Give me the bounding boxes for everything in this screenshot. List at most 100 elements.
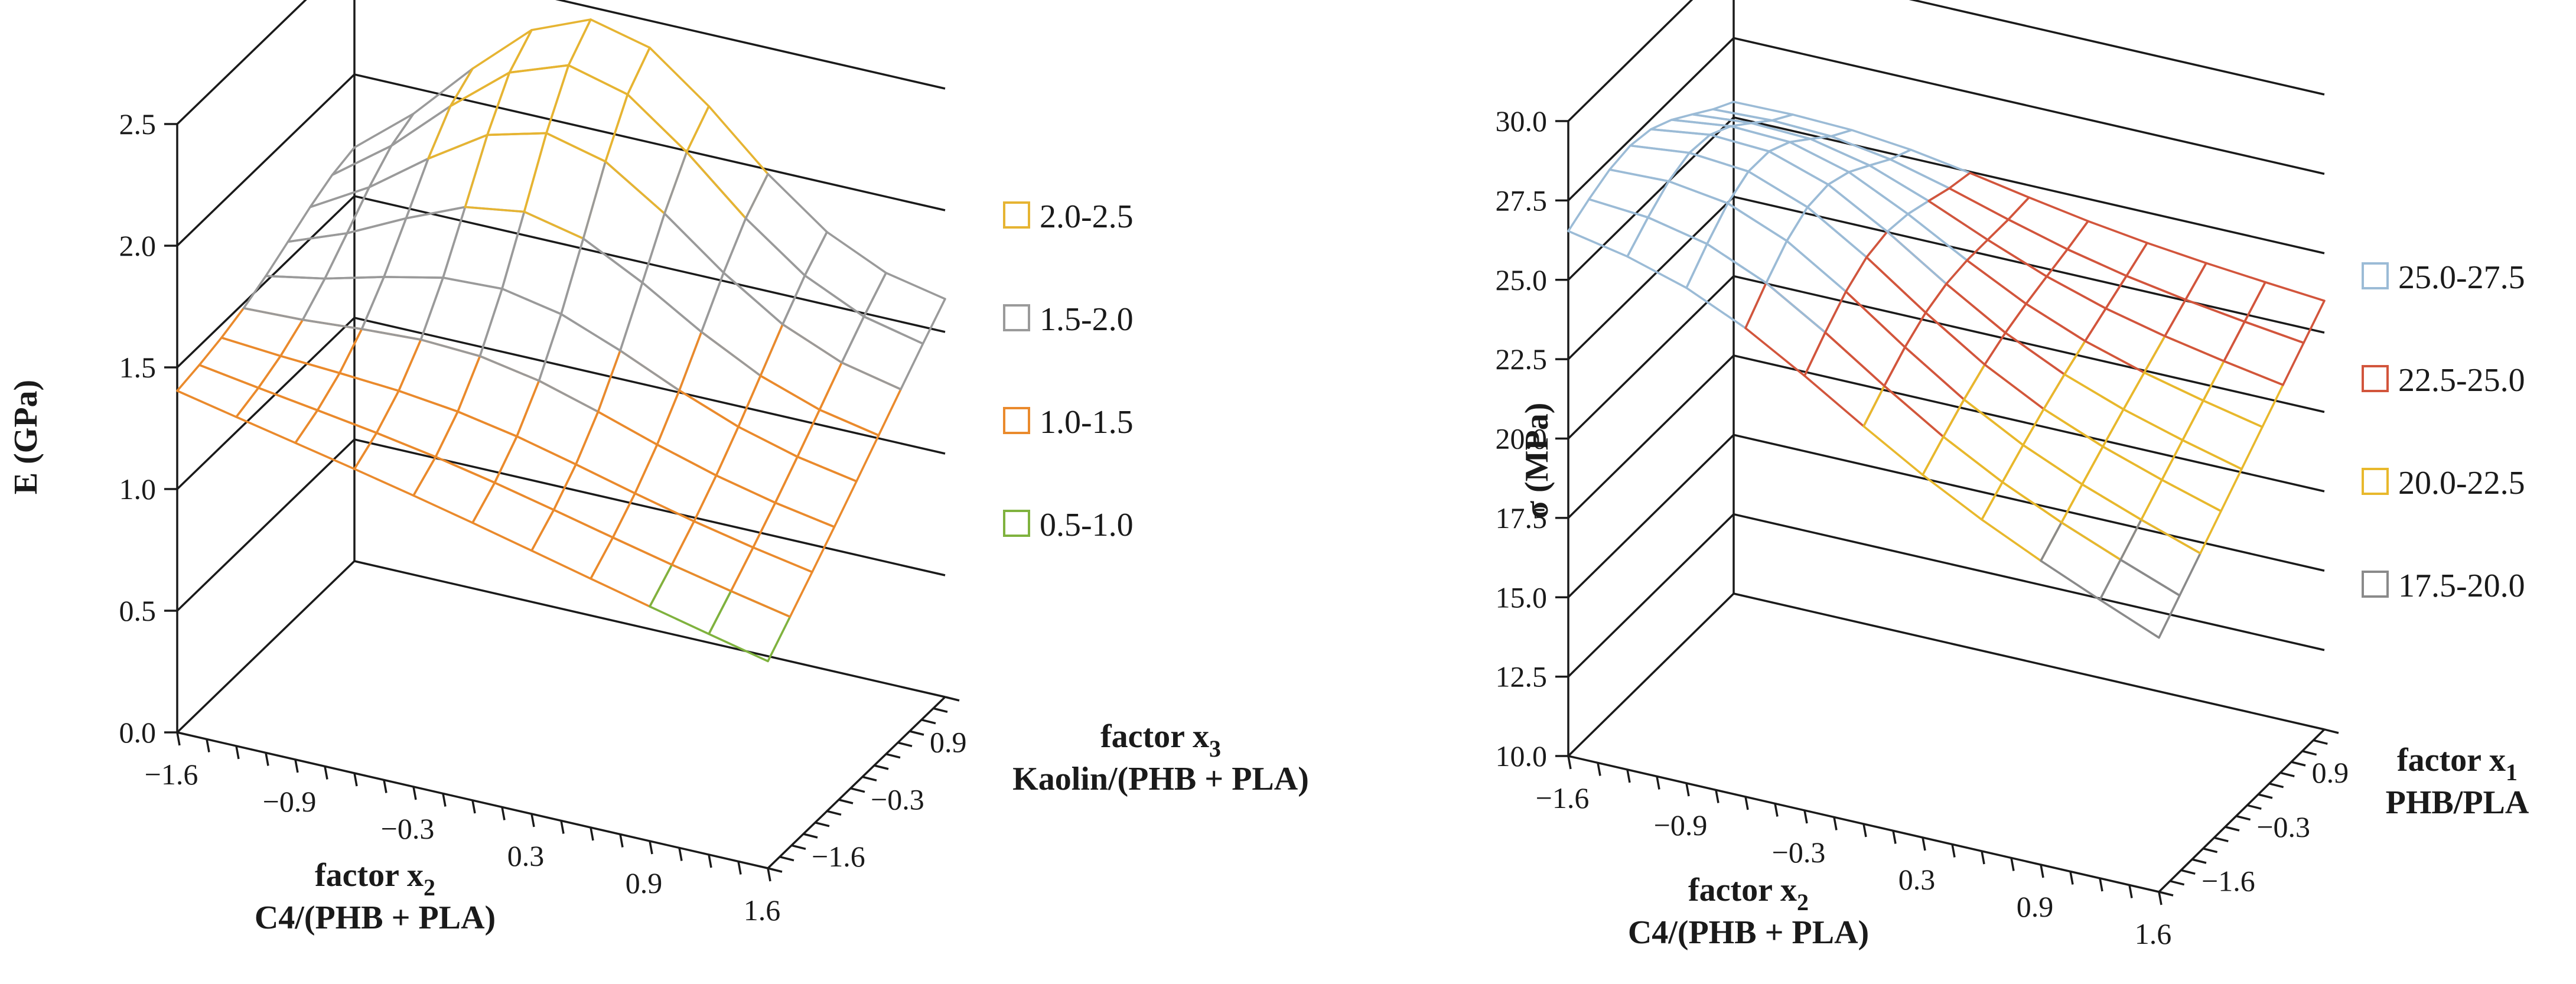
surface-cell xyxy=(2066,220,2148,277)
y-tick xyxy=(2279,771,2295,778)
z-gridline xyxy=(1567,275,2325,439)
x-tick xyxy=(1862,823,1867,838)
x-axis-title: factor x2 xyxy=(1688,872,1809,915)
x-tick xyxy=(737,861,742,875)
y-tick xyxy=(2170,879,2185,886)
z-gridline xyxy=(1567,434,2325,598)
surface-cell xyxy=(530,509,614,580)
surface-cell xyxy=(841,315,924,390)
surface-cell xyxy=(597,349,680,446)
surface-cell xyxy=(493,435,577,511)
surface-cell xyxy=(516,379,600,466)
legend-label: 22.5-25.0 xyxy=(2398,362,2525,399)
surface-cell xyxy=(523,132,607,240)
surface-cell xyxy=(427,71,511,160)
legend-swatch xyxy=(2362,571,2389,598)
legend-label: 1.5-2.0 xyxy=(1040,301,1134,338)
y-tick xyxy=(2213,836,2229,843)
x-tick xyxy=(1626,769,1631,783)
legend-label: 20.0-22.5 xyxy=(2398,465,2525,501)
y-axis-title-text: factor x xyxy=(2397,742,2506,778)
z-gridline xyxy=(1567,116,2325,281)
x-tick xyxy=(206,739,210,752)
y-tick xyxy=(767,867,783,873)
y-tick xyxy=(2225,826,2240,832)
surface-cell xyxy=(774,455,858,528)
surface-cell xyxy=(1922,435,2004,521)
y-tick xyxy=(862,776,877,782)
y-tick xyxy=(2302,750,2317,756)
y-tick xyxy=(2269,782,2284,788)
surface-cell xyxy=(796,408,880,483)
surface-cell xyxy=(2143,335,2225,402)
z-tick-label: 2.5 xyxy=(119,107,157,141)
y-axis-subtitle: PHB/PLA xyxy=(2386,784,2529,821)
surface-cell xyxy=(316,372,400,434)
surface-cell xyxy=(457,355,540,438)
y-tick-label: −1.6 xyxy=(2202,865,2255,898)
x-tick-label: 1.6 xyxy=(744,894,781,927)
z-gridline xyxy=(1567,513,2325,677)
surface-cell xyxy=(1948,172,2030,221)
y-tick-label: −1.6 xyxy=(812,840,865,873)
surface-cell xyxy=(412,455,496,524)
legend-swatch xyxy=(1003,510,1030,537)
x-tick xyxy=(560,820,565,834)
x-tick xyxy=(1597,763,1601,776)
surface-cell xyxy=(560,237,644,352)
legend-swatch xyxy=(1003,201,1030,229)
z-tick-label: 17.5 xyxy=(1496,501,1548,535)
y-axis-title: factor x1 xyxy=(2397,742,2518,786)
surface-cell xyxy=(390,67,474,147)
x-tick-label: −0.3 xyxy=(1772,836,1826,869)
x-tick-label: 1.6 xyxy=(2135,917,2172,950)
legend-label: 2.0-2.5 xyxy=(1040,198,1134,235)
y-axis-title: factor x3 xyxy=(1100,718,1221,762)
floor-left-edge xyxy=(1567,592,1735,757)
surface-cell xyxy=(1966,239,2048,305)
y-tick-label: 0.9 xyxy=(930,726,967,759)
z-gridline xyxy=(1567,37,2325,201)
surface-cell xyxy=(752,501,836,574)
y-axis-title-text: factor x xyxy=(1100,718,1209,755)
surface-cell xyxy=(2223,320,2305,386)
x-tick xyxy=(2069,871,2074,885)
surface-cell xyxy=(294,409,378,470)
surface-cell xyxy=(2004,302,2086,376)
surface-cell xyxy=(1567,198,1649,258)
y-tick xyxy=(874,764,889,770)
y-tick xyxy=(850,787,865,793)
legend-label: 17.5-20.0 xyxy=(2398,568,2525,604)
x-tick xyxy=(471,800,476,814)
x-tick xyxy=(1951,844,1956,858)
z-gridline xyxy=(176,0,946,125)
y-axis-line xyxy=(2158,728,2326,893)
y-tick xyxy=(2324,728,2339,734)
x-tick xyxy=(649,840,653,855)
x-tick xyxy=(1981,851,1985,865)
y-tick xyxy=(2258,793,2273,799)
x-tick xyxy=(265,752,269,766)
legend-swatch xyxy=(2362,365,2389,392)
surface-cell xyxy=(626,46,710,154)
surface-cell xyxy=(693,474,777,549)
z-tick-label: 15.0 xyxy=(1496,581,1548,614)
y-tick-label: −0.3 xyxy=(871,783,924,816)
y-tick xyxy=(2246,804,2262,810)
z-axis-title: σ (MPa) xyxy=(1519,403,1555,519)
surface-cell xyxy=(346,157,429,234)
y-tick xyxy=(2313,739,2328,745)
x-tick xyxy=(324,766,328,780)
y-tick xyxy=(2236,814,2251,821)
surface-cell xyxy=(242,275,326,321)
x-tick-label: 0.3 xyxy=(507,839,545,872)
z-tick-label: 0.0 xyxy=(119,716,157,749)
floor-back-edge xyxy=(354,560,946,698)
z-tick-label: 22.5 xyxy=(1496,343,1548,376)
x-tick-label: 0.3 xyxy=(1898,863,1936,896)
z-gridline xyxy=(176,438,946,612)
surface-cell xyxy=(1862,385,1945,476)
surface-cell xyxy=(257,354,341,412)
surface-cell xyxy=(685,105,769,220)
x-tick xyxy=(412,786,417,800)
